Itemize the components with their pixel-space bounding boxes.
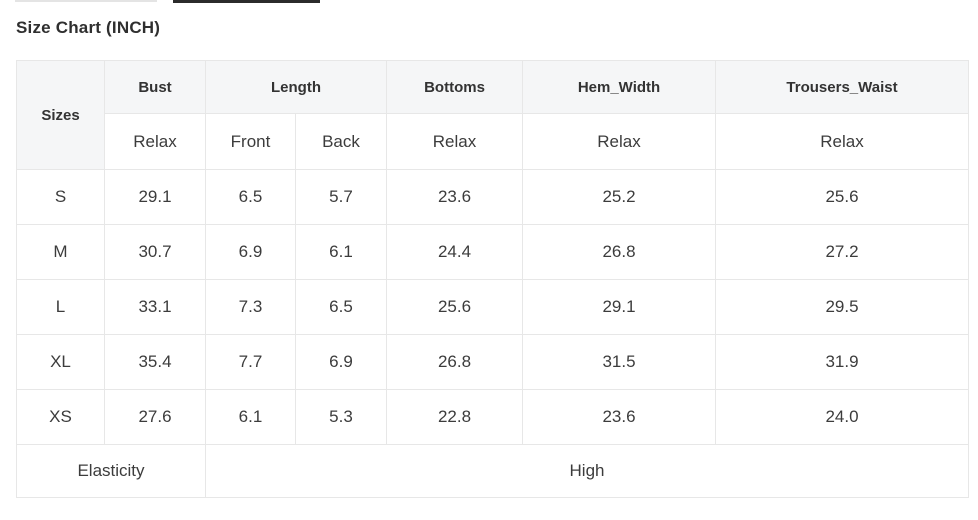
header-sub-row: Relax Front Back Relax Relax Relax [17, 113, 969, 170]
size-cell: M [16, 224, 105, 280]
subheader-hem-width-relax: Relax [522, 113, 716, 170]
measurement-cell: 6.1 [205, 389, 296, 445]
measurement-cell: 33.1 [104, 279, 206, 335]
measurement-cell: 7.3 [205, 279, 296, 335]
measurement-cell: 29.5 [715, 279, 969, 335]
table-row-s: S 29.1 6.5 5.7 23.6 25.2 25.6 [16, 169, 969, 225]
table-row-xs: XS 27.6 6.1 5.3 22.8 23.6 24.0 [16, 389, 969, 445]
size-cell: L [16, 279, 105, 335]
subheader-length-back: Back [295, 113, 387, 170]
size-cell: XS [16, 389, 105, 445]
measurement-cell: 24.4 [386, 224, 523, 280]
subheader-bust-relax: Relax [104, 113, 206, 170]
measurement-cell: 27.2 [715, 224, 969, 280]
measurement-cell: 26.8 [522, 224, 716, 280]
header-group-row: Sizes Bust Length Bottoms Hem_Width Trou… [16, 60, 969, 170]
measurement-cell: 25.2 [522, 169, 716, 225]
measurement-cell: 29.1 [104, 169, 206, 225]
subheader-length-front: Front [205, 113, 296, 170]
size-chart-table: Sizes Bust Length Bottoms Hem_Width Trou… [16, 60, 969, 498]
elasticity-label: Elasticity [16, 444, 206, 498]
measurement-cell: 27.6 [104, 389, 206, 445]
size-cell: S [16, 169, 105, 225]
page-title: Size Chart (INCH) [16, 18, 161, 37]
measurement-cell: 25.6 [386, 279, 523, 335]
subheader-bottoms-relax: Relax [386, 113, 523, 170]
measurement-cell: 26.8 [386, 334, 523, 390]
column-header-length: Length [205, 60, 387, 114]
size-cell: XL [16, 334, 105, 390]
measurement-cell: 22.8 [386, 389, 523, 445]
inactive-tab-underline[interactable] [15, 0, 157, 2]
elasticity-row: Elasticity High [16, 444, 969, 498]
column-header-bottoms: Bottoms [386, 60, 523, 114]
measurement-cell: 29.1 [522, 279, 716, 335]
measurement-cell: 6.1 [295, 224, 387, 280]
measurement-cell: 31.5 [522, 334, 716, 390]
column-header-bust: Bust [104, 60, 206, 114]
measurement-cell: 31.9 [715, 334, 969, 390]
column-header-trousers-waist: Trousers_Waist [715, 60, 969, 114]
measurement-cell: 23.6 [386, 169, 523, 225]
measurement-cell: 6.5 [205, 169, 296, 225]
measurement-cell: 23.6 [522, 389, 716, 445]
active-tab-underline[interactable] [173, 0, 320, 3]
measurement-cell: 30.7 [104, 224, 206, 280]
subheader-trousers-waist-relax: Relax [715, 113, 969, 170]
measurement-cell: 6.5 [295, 279, 387, 335]
measurement-cell: 6.9 [205, 224, 296, 280]
table-row-l: L 33.1 7.3 6.5 25.6 29.1 29.5 [16, 279, 969, 335]
table-row-m: M 30.7 6.9 6.1 24.4 26.8 27.2 [16, 224, 969, 280]
measurement-cell: 5.3 [295, 389, 387, 445]
measurement-cell: 35.4 [104, 334, 206, 390]
measurement-cell: 6.9 [295, 334, 387, 390]
measurement-cell: 5.7 [295, 169, 387, 225]
measurement-cell: 24.0 [715, 389, 969, 445]
column-header-hem-width: Hem_Width [522, 60, 716, 114]
measurement-cell: 25.6 [715, 169, 969, 225]
table-row-xl: XL 35.4 7.7 6.9 26.8 31.5 31.9 [16, 334, 969, 390]
column-header-sizes: Sizes [16, 60, 105, 170]
measurement-cell: 7.7 [205, 334, 296, 390]
elasticity-value: High [205, 444, 969, 498]
